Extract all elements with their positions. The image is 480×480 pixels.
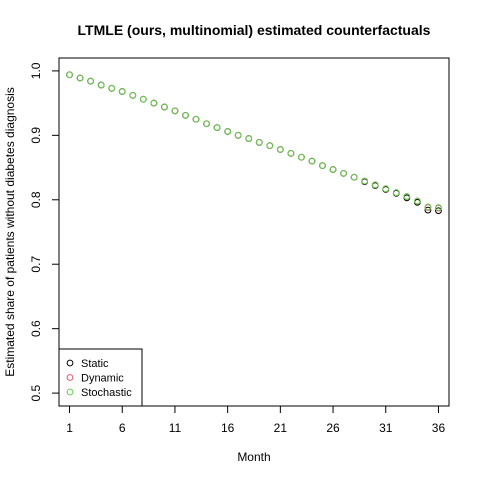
x-axis: 1 6 11 16 21 26 31 36 xyxy=(66,406,445,435)
data-point xyxy=(129,91,137,99)
plot-frame xyxy=(58,57,450,407)
y-tick-label: 0.6 xyxy=(29,320,43,337)
legend-label: Dynamic xyxy=(81,373,124,385)
x-tick-label: 1 xyxy=(66,421,73,435)
data-point xyxy=(234,131,242,139)
y-tick-label: 1.0 xyxy=(29,62,43,79)
data-point xyxy=(392,189,400,197)
data-point xyxy=(203,120,210,128)
data-point xyxy=(308,157,316,165)
chart-title: LTMLE (ours, multinomial) estimated coun… xyxy=(78,22,431,38)
y-axis: 0.5 0.6 0.7 0.8 0.9 1.0 xyxy=(29,62,59,401)
data-point xyxy=(224,128,232,135)
legend: Static Dynamic Stochastic xyxy=(58,348,143,407)
x-tick-label: 36 xyxy=(432,421,446,435)
data-point xyxy=(371,181,379,189)
data-point xyxy=(287,149,295,157)
data-point xyxy=(66,71,73,79)
y-axis-label: Estimated share of patients without diab… xyxy=(3,87,17,377)
data-point xyxy=(350,173,358,181)
legend-marker xyxy=(66,374,74,381)
data-point xyxy=(182,111,189,119)
x-tick-label: 31 xyxy=(379,421,393,435)
data-point xyxy=(76,74,84,82)
legend-marker xyxy=(66,359,74,367)
data-point xyxy=(340,169,347,177)
data-point xyxy=(276,146,284,153)
y-tick-label: 0.8 xyxy=(29,191,43,208)
x-tick-label: 21 xyxy=(274,421,288,435)
data-point xyxy=(255,139,263,146)
data-point xyxy=(435,207,442,215)
x-tick-label: 11 xyxy=(169,421,182,435)
data-point xyxy=(118,88,126,95)
data-point xyxy=(319,162,326,170)
data-point xyxy=(435,204,442,211)
series-dynamic xyxy=(66,71,442,212)
data-point xyxy=(108,84,116,92)
data-point xyxy=(139,95,147,103)
x-tick-label: 6 xyxy=(119,421,126,435)
data-point xyxy=(87,77,95,85)
data-point xyxy=(213,124,221,131)
x-tick-label: 16 xyxy=(221,421,235,435)
y-tick-label: 0.5 xyxy=(29,384,43,401)
data-point xyxy=(413,197,421,205)
data-point xyxy=(161,103,168,111)
y-tick-label: 0.9 xyxy=(29,127,43,144)
data-point xyxy=(403,193,411,200)
data-point xyxy=(382,185,390,193)
y-tick-label: 0.7 xyxy=(29,256,43,273)
data-point xyxy=(424,206,432,214)
data-points xyxy=(66,71,442,215)
data-point xyxy=(97,81,105,89)
legend-label: Stochastic xyxy=(81,387,132,399)
data-point xyxy=(192,115,200,123)
data-point xyxy=(361,177,369,185)
legend-marker xyxy=(66,388,74,396)
x-axis-label: Month xyxy=(237,450,270,464)
data-point xyxy=(329,166,337,173)
series-static xyxy=(66,71,442,215)
data-point xyxy=(424,203,432,211)
series-stochastic xyxy=(66,71,442,211)
data-point xyxy=(245,135,253,142)
data-point xyxy=(266,142,274,150)
data-point xyxy=(171,107,179,115)
data-point xyxy=(298,153,305,161)
data-point xyxy=(150,99,158,107)
legend-label: Static xyxy=(81,358,109,370)
x-tick-label: 26 xyxy=(326,421,340,435)
